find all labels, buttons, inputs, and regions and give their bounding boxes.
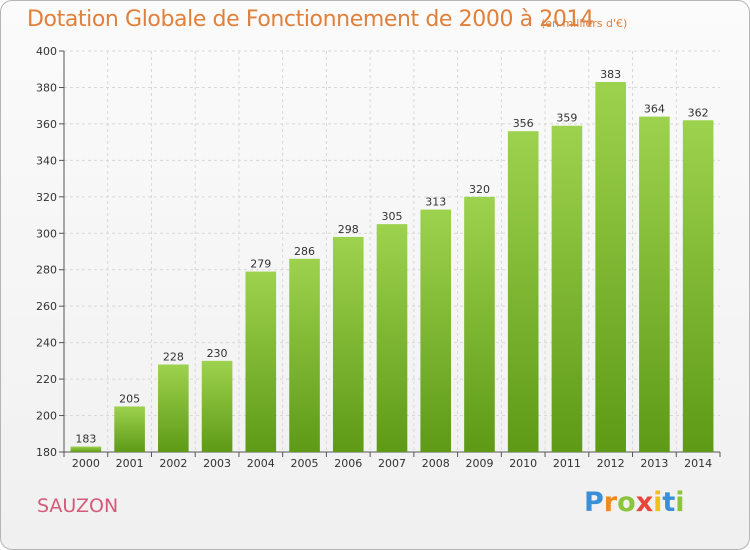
- y-tick-label: 400: [36, 45, 57, 58]
- logo-letter: i: [653, 487, 663, 518]
- logo-letter: t: [662, 487, 676, 518]
- x-tick-label: 2002: [159, 457, 187, 470]
- x-tick-label: 2014: [684, 457, 712, 470]
- x-tick-label: 2005: [291, 457, 319, 470]
- x-tick-label: 2007: [378, 457, 406, 470]
- logo-letter: o: [617, 487, 636, 518]
- x-tick-label: 2004: [247, 457, 275, 470]
- bar-2011: [551, 125, 583, 453]
- labels: 180 200 220 240 260 280 300 320 340 360 380 400 183 2…: [36, 45, 712, 470]
- value-label: 320: [469, 183, 490, 196]
- x-tick-label: 2008: [422, 457, 450, 470]
- value-label: 359: [556, 112, 577, 125]
- x-tick-label: 2003: [203, 457, 231, 470]
- value-label: 279: [250, 258, 271, 271]
- bar-2005: [289, 258, 320, 452]
- value-label: 205: [119, 392, 140, 405]
- y-tick-label: 380: [36, 81, 57, 94]
- bar-2003: [201, 360, 233, 452]
- x-tick-label: 2013: [640, 457, 668, 470]
- logo-letter: i: [675, 487, 685, 518]
- chart-title: Dotation Globale de Fonctionnement de 20…: [27, 7, 594, 32]
- bar-2004: [245, 271, 277, 452]
- bar-2001: [114, 406, 145, 452]
- bar-2008: [420, 209, 452, 452]
- value-label: 298: [338, 223, 359, 236]
- logo-letter: x: [635, 487, 654, 518]
- bar-2010: [507, 131, 539, 452]
- bar-2006: [332, 236, 364, 452]
- value-label: 286: [294, 245, 315, 258]
- bar-2007: [376, 224, 408, 452]
- x-tick-label: 2006: [334, 457, 362, 470]
- y-tick-label: 200: [36, 410, 57, 423]
- proxiti-logo: Proxiti: [584, 487, 685, 518]
- bar-2012: [595, 81, 626, 453]
- value-label: 228: [163, 351, 184, 364]
- bar-2014: [682, 120, 714, 452]
- x-tick-label: 2011: [553, 457, 581, 470]
- value-label: 305: [382, 210, 403, 223]
- commune-name: SAUZON: [37, 495, 119, 517]
- y-tick-label: 300: [36, 227, 57, 240]
- value-label: 230: [207, 347, 228, 360]
- bar-2009: [464, 196, 495, 452]
- bar-2002: [158, 364, 189, 452]
- x-tick-label: 2001: [116, 457, 144, 470]
- bar-2013: [639, 116, 670, 453]
- value-label: 183: [75, 433, 96, 446]
- y-tick-label: 240: [36, 337, 57, 350]
- x-tick-label: 2010: [509, 457, 537, 470]
- y-tick-label: 260: [36, 300, 57, 313]
- y-tick-label: 340: [36, 154, 57, 167]
- logo-letter: r: [603, 487, 618, 518]
- bar-2000: [70, 446, 102, 452]
- value-label: 313: [425, 196, 446, 209]
- value-label: 362: [688, 106, 709, 119]
- y-tick-label: 320: [36, 191, 57, 204]
- chart-subtitle: (en milliers d'€): [541, 17, 628, 30]
- value-label: 356: [513, 117, 534, 130]
- value-label: 364: [644, 103, 665, 116]
- y-tick-label: 280: [36, 264, 57, 277]
- value-label: 383: [600, 68, 621, 81]
- y-tick-label: 360: [36, 118, 57, 131]
- y-tick-label: 180: [36, 446, 57, 459]
- x-tick-label: 2012: [597, 457, 625, 470]
- y-tick-label: 220: [36, 373, 57, 386]
- logo-letter: P: [584, 487, 604, 518]
- x-tick-label: 2000: [72, 457, 100, 470]
- x-tick-label: 2009: [465, 457, 493, 470]
- bars: [70, 81, 714, 453]
